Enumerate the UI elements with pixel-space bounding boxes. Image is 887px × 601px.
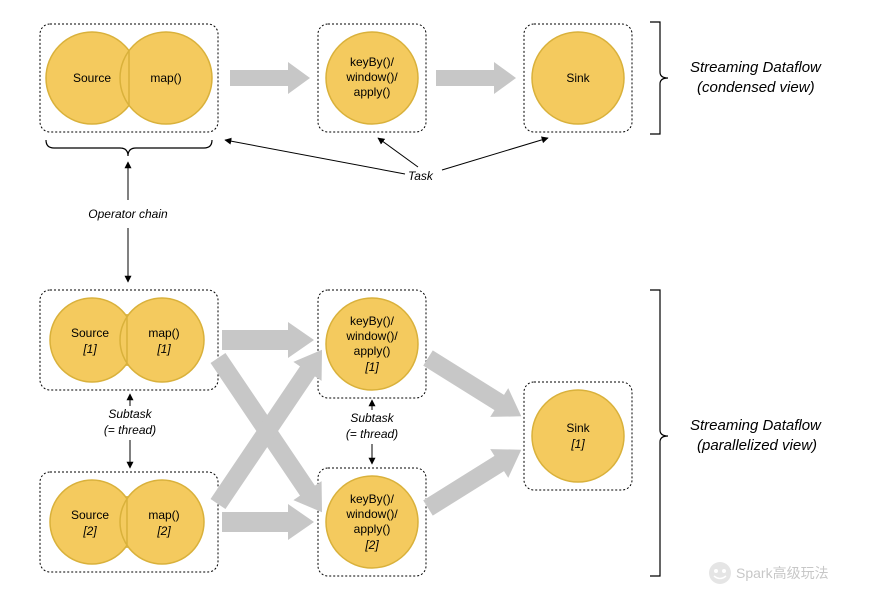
bot-c1-map: map(): [148, 326, 179, 340]
bot-title-l1: Streaming Dataflow: [690, 417, 822, 434]
bot-c2-source-idx: [2]: [82, 524, 97, 538]
bot-k1-l1: keyBy()/: [350, 314, 395, 328]
bot-k2-idx: [2]: [364, 538, 379, 552]
bot-k2-l2: window()/: [345, 507, 398, 521]
bot-c2-map: map(): [148, 508, 179, 522]
bot-k1-idx: [1]: [364, 360, 379, 374]
top-source-label: Source: [73, 71, 111, 85]
top-bracket: [650, 22, 668, 134]
top-keyby-l2: window()/: [345, 70, 398, 84]
subtask1-l2: (= thread): [104, 423, 156, 437]
bot-c2-map-idx: [2]: [156, 524, 171, 538]
diagram-root: Source map() keyBy()/ window()/ apply() …: [0, 0, 887, 601]
task-arrow-2: [378, 138, 418, 167]
bot-c1-source-idx: [1]: [82, 342, 97, 356]
arrow-k2-sink: [419, 435, 530, 522]
arrow-top-2: [436, 62, 516, 94]
watermark: Spark高级玩法: [709, 562, 829, 584]
arrow-c1-k1: [222, 322, 314, 358]
arrow-top-1: [230, 62, 310, 94]
bot-c2-source: Source: [71, 508, 109, 522]
watermark-text: Spark高级玩法: [736, 565, 829, 581]
arrow-c2-k2: [222, 504, 314, 540]
bot-title-l2: (parallelized view): [697, 437, 817, 454]
opchain-brace: [46, 140, 212, 156]
opchain-label: Operator chain: [88, 207, 168, 221]
bot-c1-source: Source: [71, 326, 109, 340]
subtask2-l2: (= thread): [346, 427, 398, 441]
top-title-l1: Streaming Dataflow: [690, 59, 822, 76]
bot-sink-idx: [1]: [570, 437, 585, 451]
top-keyby-l1: keyBy()/: [350, 55, 395, 69]
bot-sink-label: Sink: [566, 421, 590, 435]
subtask1-l1: Subtask: [108, 407, 152, 421]
bot-k1-l3: apply(): [354, 344, 391, 358]
arrow-k1-sink: [419, 344, 530, 431]
top-title-l2: (condensed view): [697, 79, 815, 96]
top-map-label: map(): [150, 71, 181, 85]
top-keyby-l3: apply(): [354, 85, 391, 99]
task-label: Task: [408, 169, 434, 183]
bot-c1-map-idx: [1]: [156, 342, 171, 356]
bot-k2-l1: keyBy()/: [350, 492, 395, 506]
bot-sink-circle: [532, 390, 624, 482]
bot-bracket: [650, 290, 668, 576]
task-arrow-1: [225, 140, 405, 174]
task-arrow-3: [442, 138, 548, 170]
bot-k2-l3: apply(): [354, 522, 391, 536]
top-sink-label: Sink: [566, 71, 590, 85]
subtask2-l1: Subtask: [350, 411, 394, 425]
bot-k1-l2: window()/: [345, 329, 398, 343]
